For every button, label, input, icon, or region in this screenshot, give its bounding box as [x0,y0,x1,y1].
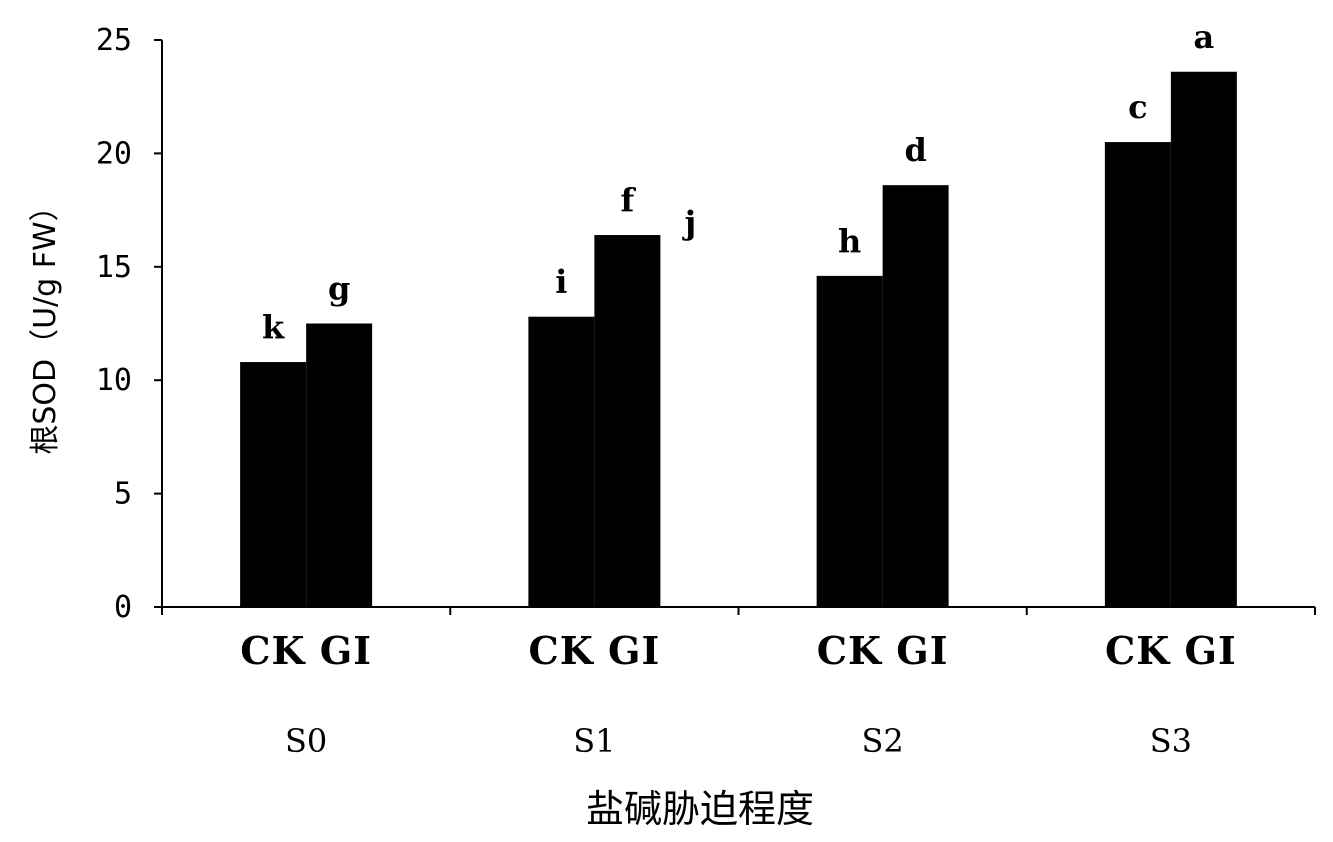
group-label-s3: S3 [1150,722,1192,760]
significance-label-d: d [904,131,926,169]
y-tick-label-15: 15 [96,250,132,285]
significance-label-c: c [1128,88,1147,126]
y-tick-label-25: 25 [96,23,132,58]
bar-ck-s0 [240,362,307,607]
bar-pair-label-s1: CK GI [529,628,661,673]
axes-layer [154,39,1316,615]
significance-label-g: g [328,270,350,308]
y-tick-label-0: 0 [114,590,132,625]
bar-ck-s2 [816,275,883,607]
y-tick-label-5: 5 [114,477,132,512]
significance-label-k: k [262,308,285,346]
bar-gi-s3 [1170,71,1237,607]
bar-pair-label-s0: CK GI [240,628,372,673]
labels-layer: 0 5 10 15 20 25 CK GI S0 CK GI S1 CK GI S2 CK GI S3 k g… [96,18,1237,760]
group-label-s0: S0 [285,722,327,760]
bar-ck-s1 [528,316,595,607]
y-axis-title: 根SOD（U/g FW） [28,191,63,454]
bar-gi-s0 [306,323,373,607]
group-label-s1: S1 [573,722,615,760]
significance-label-j: j [682,204,697,242]
group-label-s2: S2 [861,722,903,760]
significance-label-a: a [1194,18,1215,56]
x-axis-title: 盐碱胁迫程度 [586,787,814,831]
bar-gi-s2 [882,185,949,608]
bars-layer [240,71,1237,608]
y-tick-label-20: 20 [96,136,132,171]
bar-ck-s3 [1104,142,1171,607]
significance-label-f: f [620,181,636,219]
bar-pair-label-s2: CK GI [817,628,949,673]
y-tick-label-10: 10 [96,363,132,398]
bar-gi-s1 [594,235,661,607]
significance-label-i: i [555,263,567,301]
significance-label-h: h [838,222,861,260]
bar-pair-label-s3: CK GI [1105,628,1237,673]
